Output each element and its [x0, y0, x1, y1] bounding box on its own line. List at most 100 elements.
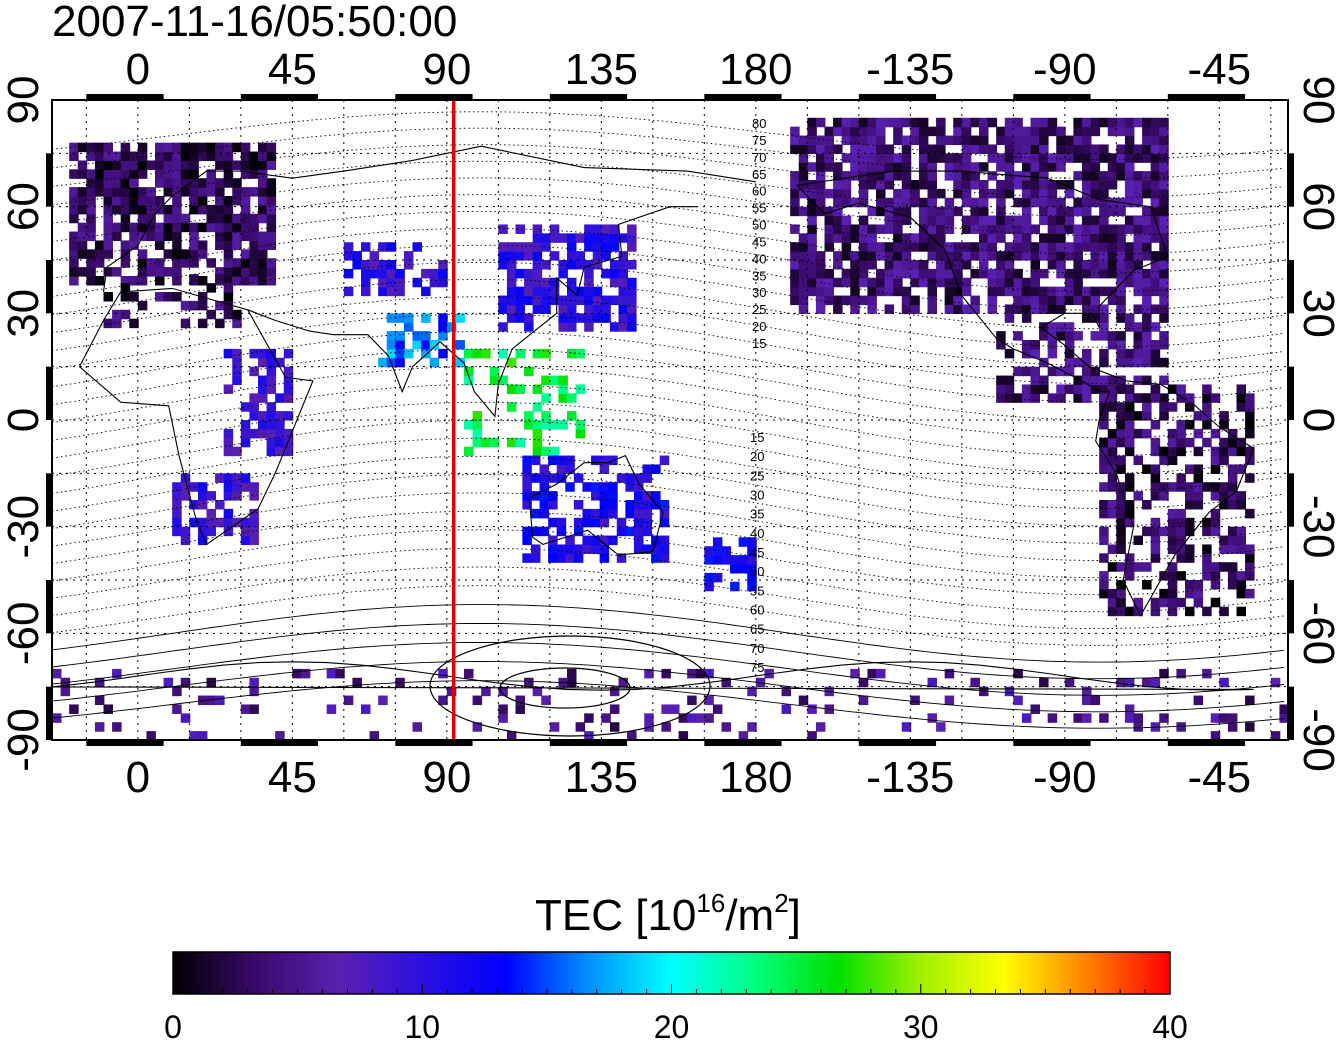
tec-cell [172, 213, 182, 224]
tec-cell [790, 286, 800, 297]
tec-cell [1227, 446, 1238, 457]
tec-cell [539, 482, 550, 492]
tec-cell [1202, 526, 1212, 537]
tec-cell [884, 153, 895, 163]
tec-cell [1176, 668, 1186, 679]
tec-cell [790, 144, 800, 154]
tec-cell [642, 464, 653, 474]
tec-cell [558, 384, 568, 394]
tec-cell [215, 222, 225, 233]
tec-cell [532, 277, 543, 288]
tec-cell [1133, 375, 1143, 386]
tec-cell [1133, 180, 1143, 190]
tec-cell [1210, 491, 1221, 501]
tec-cell [858, 135, 869, 146]
tec-cell [858, 188, 869, 199]
tec-cell [824, 215, 834, 226]
tec-cell [910, 126, 920, 137]
tec-cell [1142, 135, 1152, 146]
tec-cell [155, 151, 165, 162]
tec-cell [1150, 482, 1161, 492]
tec-cell [858, 215, 869, 226]
tec-cell [1167, 384, 1178, 394]
tec-cell [558, 233, 568, 243]
tec-cell [936, 268, 946, 279]
mag-lat-label: 70 [752, 150, 766, 165]
tec-cell [421, 313, 431, 323]
tec-cell [120, 187, 131, 197]
tec-cell [987, 224, 998, 234]
tec-cell [1159, 224, 1169, 234]
tec-cell [189, 240, 199, 250]
tec-cell [1159, 340, 1169, 350]
tec-cell [1210, 580, 1221, 590]
tec-cell [944, 215, 955, 226]
tec-cell [1124, 348, 1135, 359]
tec-cell [223, 517, 234, 528]
tec-cell [1064, 277, 1075, 288]
tec-cell [412, 331, 422, 341]
tec-cell [1047, 366, 1058, 377]
tec-cell [266, 178, 277, 188]
tec-cell [197, 196, 208, 206]
tec-cell [1142, 126, 1152, 137]
tec-cell [1013, 126, 1023, 137]
tec-cell [936, 215, 946, 226]
tec-cell [223, 437, 234, 448]
tec-cell [524, 251, 534, 261]
tec-cell [1082, 206, 1092, 217]
tec-cell [627, 322, 637, 332]
tec-cell [386, 331, 397, 341]
tec-cell [1202, 553, 1212, 563]
tec-cell [541, 695, 551, 706]
tec-cell [137, 169, 148, 179]
tec-cell [1116, 313, 1126, 323]
tec-cell [69, 213, 79, 224]
tec-cell [996, 215, 1006, 226]
tec-cell [103, 704, 113, 714]
tec-cell [601, 304, 611, 314]
tec-cell [472, 722, 483, 732]
tec-cell [936, 206, 946, 217]
tec-cell [498, 375, 508, 386]
tec-cell [1124, 224, 1135, 234]
tec-cell [1176, 384, 1186, 394]
tec-cell [833, 188, 843, 199]
tec-cell [1227, 571, 1238, 581]
lat-tick-left: 60 [0, 182, 48, 231]
tec-cell [1056, 322, 1066, 332]
tec-cell [172, 508, 182, 519]
tec-cell [970, 304, 980, 314]
tec-cell [1107, 331, 1118, 341]
tec-cell [189, 151, 199, 162]
tec-cell [249, 276, 259, 286]
tec-cell [1004, 251, 1015, 261]
tec-cell [970, 224, 980, 234]
tec-cell [180, 222, 191, 233]
tec-cell [223, 526, 234, 537]
tec-cell [582, 482, 592, 492]
tec-cell [1124, 144, 1135, 154]
tec-cell [1133, 197, 1143, 208]
tec-cell [876, 242, 886, 252]
tec-cell [1210, 731, 1221, 740]
tec-cell [137, 276, 148, 286]
tec-cell [94, 178, 105, 188]
tec-cell [361, 260, 371, 270]
tec-cell [1047, 224, 1058, 234]
tec-cell [206, 677, 216, 688]
tec-cell [258, 428, 268, 439]
tec-cell [1056, 144, 1066, 154]
tec-cell [266, 231, 277, 242]
tec-cell [1202, 606, 1212, 617]
tec-cell [1116, 304, 1126, 314]
tec-cell [172, 267, 182, 277]
tec-cell [616, 526, 627, 537]
tec-cell [498, 295, 508, 306]
tec-cell [1099, 420, 1109, 430]
lon-tick-bottom: 0 [126, 753, 150, 802]
tec-cell [1013, 242, 1023, 252]
tec-cell [1116, 464, 1126, 474]
tec-cell [1150, 357, 1161, 368]
tec-cell [266, 240, 277, 250]
